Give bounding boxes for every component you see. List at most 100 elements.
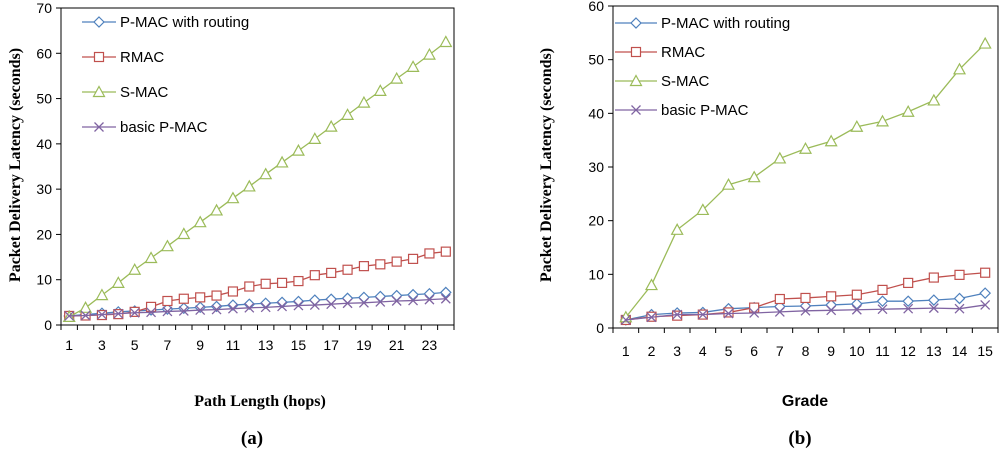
x-tick-label: 3	[673, 343, 681, 359]
data-point	[227, 286, 239, 297]
data-point	[721, 177, 736, 190]
data-point	[927, 93, 941, 106]
data-point	[341, 108, 355, 120]
data-point	[226, 191, 240, 204]
legend-label: RMAC	[120, 49, 164, 66]
data-point	[259, 297, 272, 310]
data-point	[826, 305, 837, 316]
data-point	[342, 298, 353, 309]
y-tick-label: 60	[36, 45, 52, 61]
data-point	[440, 246, 451, 257]
data-point	[358, 297, 369, 308]
x-tick-label: 1	[622, 343, 630, 359]
legend-label: RMAC	[661, 44, 705, 61]
data-point	[424, 248, 435, 259]
legend-marker	[630, 46, 642, 58]
data-point	[851, 304, 862, 315]
data-point	[390, 289, 403, 302]
data-point	[244, 302, 255, 313]
legend-label: basic P-MAC	[120, 119, 208, 136]
x-axis-title: Grade	[782, 393, 828, 410]
y-tick-label: 50	[36, 91, 52, 107]
data-point	[439, 286, 452, 299]
data-point	[64, 310, 75, 321]
data-point	[749, 308, 760, 318]
data-point	[903, 303, 914, 314]
data-point	[293, 300, 304, 311]
data-point	[242, 179, 256, 192]
data-point	[672, 309, 683, 320]
data-point	[324, 119, 338, 132]
x-tick-label: 2	[648, 343, 656, 359]
data-point	[824, 134, 838, 147]
data-point	[160, 239, 174, 252]
data-point	[275, 155, 289, 168]
data-point	[851, 289, 862, 300]
data-point	[178, 306, 189, 316]
data-point	[928, 303, 939, 314]
data-point	[423, 287, 436, 300]
data-point	[292, 295, 305, 308]
data-point	[952, 62, 967, 75]
legend-marker	[93, 51, 105, 63]
data-point	[979, 287, 992, 299]
x-tick-label: 6	[750, 343, 758, 359]
x-axis-title: Path Length (hops)	[194, 393, 326, 410]
data-point	[424, 294, 435, 305]
data-point	[326, 267, 337, 279]
data-point	[391, 296, 402, 306]
data-point	[391, 256, 402, 267]
x-tick-label: 12	[900, 343, 916, 359]
data-point	[798, 142, 813, 154]
data-point	[178, 293, 189, 304]
data-point	[696, 203, 710, 216]
x-tick-label: 9	[196, 337, 204, 353]
data-point	[954, 269, 965, 280]
legend-label: P-MAC with routing	[120, 14, 249, 31]
data-point	[308, 294, 321, 306]
data-point	[390, 71, 404, 84]
data-point	[95, 288, 109, 301]
y-tick-label: 0	[596, 320, 604, 336]
x-tick-label: 11	[875, 343, 890, 359]
data-point	[358, 291, 370, 304]
data-point	[358, 261, 370, 272]
data-point	[111, 276, 125, 288]
data-point	[177, 227, 191, 240]
legend-label: S-MAC	[661, 73, 710, 90]
y-tick-label: 40	[588, 105, 604, 121]
x-tick-label: 9	[827, 343, 835, 359]
data-point	[901, 104, 915, 117]
y-tick-label: 10	[588, 266, 604, 282]
data-point	[774, 306, 785, 317]
y-tick-label: 40	[36, 136, 52, 152]
legend-marker	[629, 74, 643, 87]
data-point	[227, 303, 238, 314]
y-tick-label: 0	[44, 317, 52, 333]
data-point	[293, 275, 304, 287]
data-point	[357, 95, 371, 108]
data-point	[325, 293, 338, 306]
x-tick-label: 10	[849, 343, 865, 359]
y-tick-label: 20	[36, 226, 52, 242]
x-tick-label: 13	[258, 337, 274, 353]
x-tick-label: 5	[131, 337, 139, 353]
data-point	[439, 35, 453, 48]
data-point	[670, 223, 684, 235]
data-point	[276, 296, 288, 309]
data-point	[193, 215, 207, 228]
y-tick-label: 50	[588, 52, 604, 68]
legend-marker	[94, 122, 104, 132]
x-tick-label: 17	[323, 337, 339, 353]
data-point	[877, 304, 888, 315]
data-point	[210, 203, 224, 216]
data-point	[903, 277, 914, 289]
data-point	[146, 307, 157, 318]
data-point	[773, 151, 787, 164]
data-point	[749, 302, 760, 313]
data-point	[927, 294, 940, 306]
data-point	[826, 291, 837, 302]
data-point	[243, 298, 256, 311]
